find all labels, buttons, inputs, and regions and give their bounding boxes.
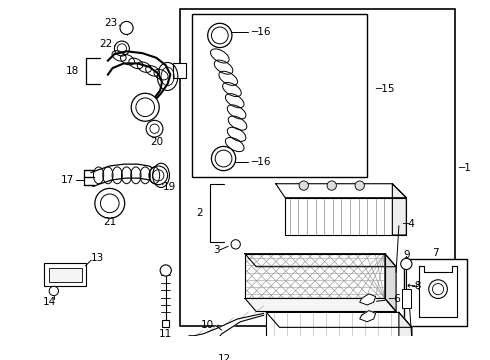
Circle shape: [120, 22, 133, 35]
Circle shape: [208, 23, 232, 48]
Circle shape: [146, 120, 163, 137]
Text: 2: 2: [196, 208, 203, 218]
Text: ←8: ←8: [407, 281, 422, 291]
Text: ─15: ─15: [375, 84, 394, 94]
Circle shape: [211, 147, 236, 171]
Polygon shape: [399, 312, 412, 360]
Text: ─4: ─4: [402, 219, 415, 229]
Polygon shape: [392, 184, 406, 235]
Text: 13: 13: [91, 253, 104, 264]
Circle shape: [299, 181, 308, 190]
Circle shape: [433, 284, 443, 295]
Text: ─6: ─6: [388, 294, 400, 304]
Text: 12: 12: [218, 354, 231, 360]
Circle shape: [231, 240, 240, 249]
Bar: [162, 320, 170, 327]
Polygon shape: [245, 298, 396, 311]
Bar: [49, 268, 82, 282]
Polygon shape: [267, 312, 412, 327]
Circle shape: [115, 41, 129, 56]
Text: ─16: ─16: [251, 157, 271, 167]
Circle shape: [215, 150, 232, 167]
Circle shape: [355, 181, 365, 190]
Polygon shape: [360, 311, 375, 322]
Polygon shape: [245, 254, 385, 298]
Circle shape: [160, 265, 172, 276]
Text: 11: 11: [159, 329, 172, 339]
Circle shape: [136, 98, 154, 117]
Text: 17: 17: [61, 175, 74, 185]
Polygon shape: [91, 164, 156, 186]
Text: 7: 7: [432, 248, 439, 258]
Bar: [402, 289, 411, 308]
Text: 10: 10: [201, 320, 214, 329]
Circle shape: [211, 27, 228, 44]
Circle shape: [95, 188, 124, 218]
Text: 14: 14: [43, 297, 56, 307]
Circle shape: [429, 280, 447, 298]
Circle shape: [117, 44, 126, 53]
Bar: [45, 263, 86, 286]
Circle shape: [327, 181, 337, 190]
Text: ─1: ─1: [459, 163, 471, 173]
Text: 23: 23: [104, 18, 117, 28]
Text: 21: 21: [103, 217, 117, 227]
Text: 18: 18: [66, 66, 79, 76]
Text: 22: 22: [99, 39, 113, 49]
Bar: [404, 259, 467, 327]
Circle shape: [100, 194, 119, 213]
Circle shape: [153, 170, 164, 181]
Bar: [180, 9, 455, 327]
Circle shape: [131, 93, 159, 121]
Text: 20: 20: [150, 137, 163, 147]
Polygon shape: [245, 254, 396, 267]
Bar: [267, 312, 399, 360]
Bar: [173, 63, 186, 78]
Circle shape: [401, 258, 412, 270]
Circle shape: [149, 166, 168, 185]
Circle shape: [231, 346, 244, 359]
Circle shape: [150, 124, 159, 133]
Polygon shape: [285, 198, 406, 235]
Polygon shape: [360, 294, 375, 305]
Bar: [192, 14, 367, 177]
Text: 9: 9: [403, 249, 410, 260]
Polygon shape: [419, 266, 457, 317]
Polygon shape: [385, 254, 396, 311]
Text: ─5: ─5: [411, 282, 424, 292]
Polygon shape: [276, 184, 406, 198]
Text: ─16: ─16: [251, 27, 271, 37]
Circle shape: [49, 286, 58, 296]
Polygon shape: [189, 313, 264, 354]
Text: 3: 3: [213, 245, 220, 255]
Text: 19: 19: [163, 181, 176, 192]
